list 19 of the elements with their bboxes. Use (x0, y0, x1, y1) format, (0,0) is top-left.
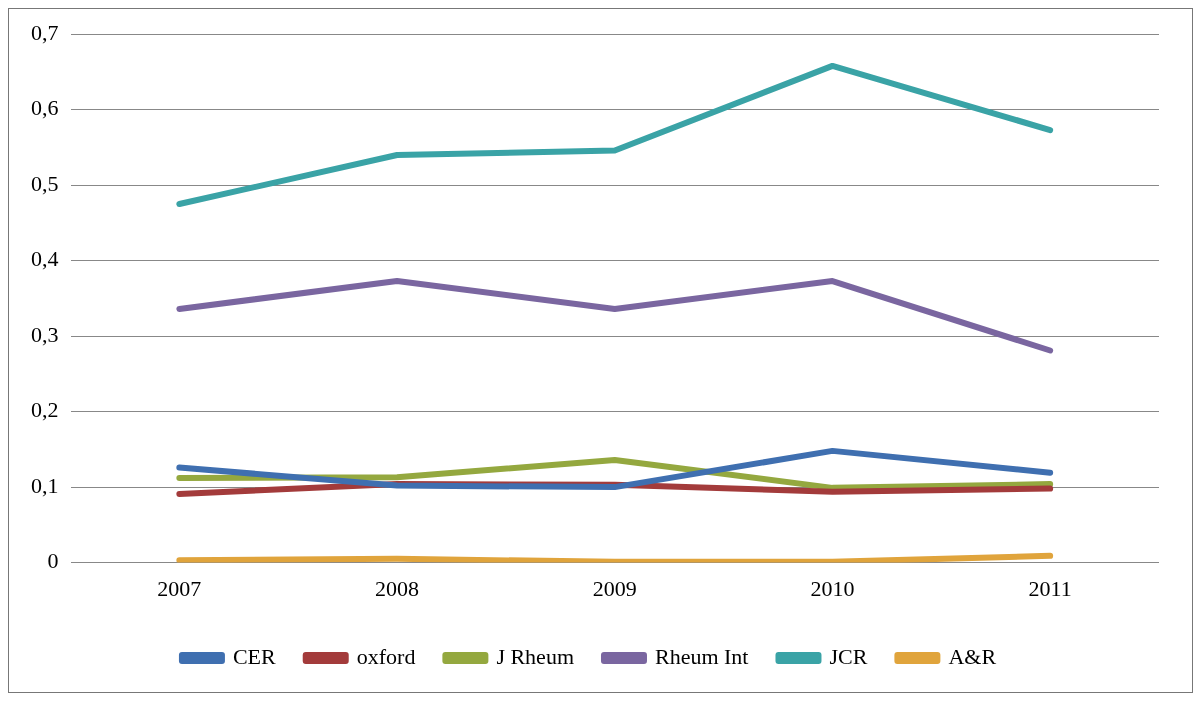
y-tick-label: 0,4 (31, 246, 59, 272)
y-tick-label: 0,2 (31, 397, 59, 423)
x-tick-label: 2007 (157, 575, 202, 601)
legend-label: J Rheum (496, 643, 574, 669)
y-tick-label: 0,7 (31, 19, 59, 45)
legend-label: Rheum Int (654, 643, 749, 669)
x-tick-label: 2011 (1028, 575, 1072, 601)
y-tick-label: 0 (47, 548, 59, 574)
y-tick-label: 0,6 (31, 95, 59, 121)
legend-label: JCR (829, 643, 868, 669)
legend-label: oxford (356, 643, 416, 669)
x-tick-label: 2009 (592, 575, 637, 601)
y-tick-label: 0,5 (31, 170, 59, 196)
y-tick-label: 0,1 (31, 472, 59, 498)
x-tick-label: 2008 (375, 575, 420, 601)
legend-label: CER (232, 643, 277, 669)
x-tick-label: 2010 (810, 575, 855, 601)
y-tick-label: 0,3 (31, 321, 59, 347)
legend-label: A&R (948, 643, 997, 669)
